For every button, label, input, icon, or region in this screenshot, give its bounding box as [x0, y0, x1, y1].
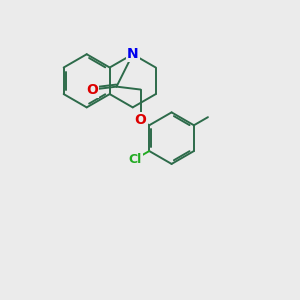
Text: N: N	[127, 47, 139, 61]
Text: O: O	[135, 113, 147, 128]
Text: O: O	[86, 82, 98, 97]
Text: Cl: Cl	[129, 153, 142, 166]
